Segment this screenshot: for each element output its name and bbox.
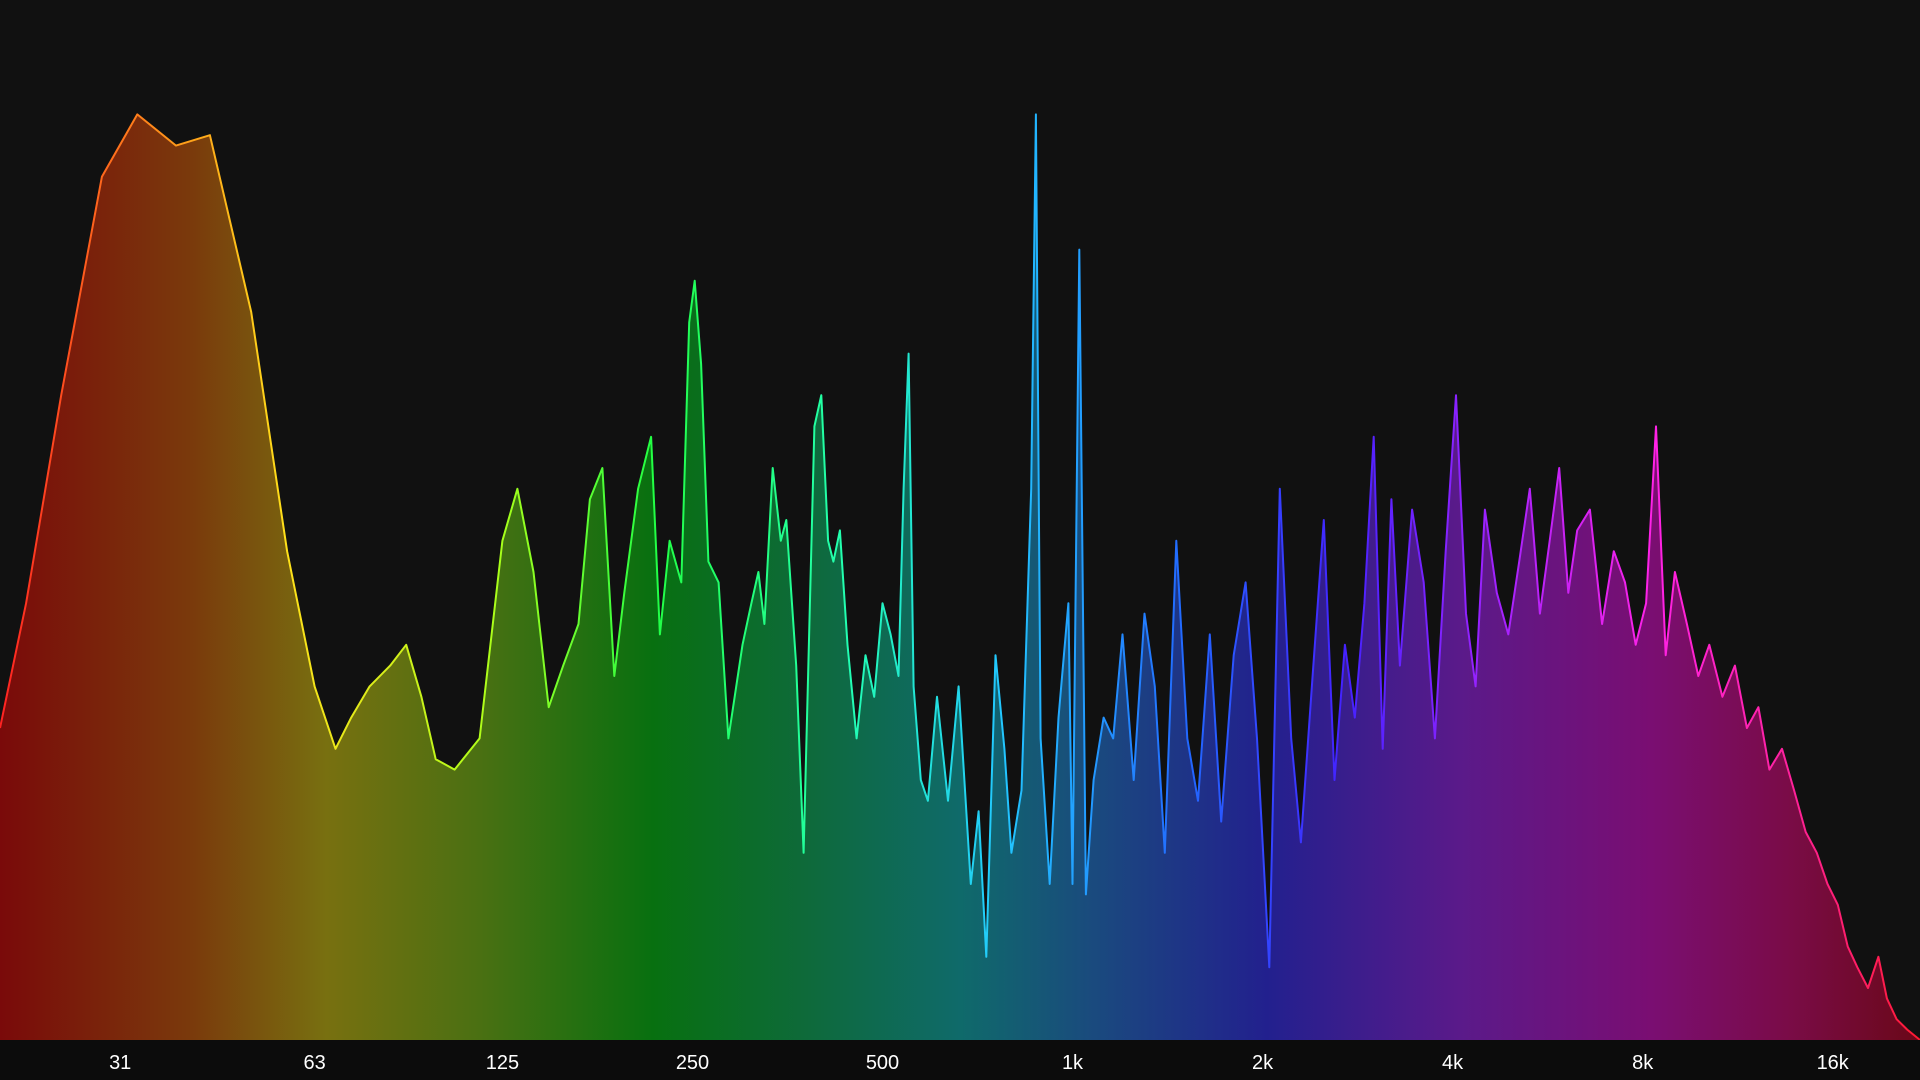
x-tick-label: 250 — [676, 1052, 709, 1074]
x-tick-label: 1k — [1062, 1052, 1084, 1074]
x-tick-label: 31 — [109, 1052, 131, 1074]
frequency-axis: 31 63 125 250 500 1k 2k 4k 8k 16k — [109, 1052, 1850, 1074]
frequency-axis-bar — [0, 1040, 1920, 1080]
x-tick-label: 2k — [1252, 1052, 1274, 1074]
spectrum-line — [0, 113, 1920, 1041]
spectrum-area — [0, 114, 1920, 1040]
x-tick-label: 8k — [1632, 1052, 1654, 1074]
x-tick-label: 500 — [866, 1052, 899, 1074]
x-tick-label: 16k — [1817, 1052, 1850, 1074]
x-tick-label: 63 — [303, 1052, 325, 1074]
x-tick-label: 125 — [486, 1052, 519, 1074]
x-tick-label: 4k — [1442, 1052, 1464, 1074]
